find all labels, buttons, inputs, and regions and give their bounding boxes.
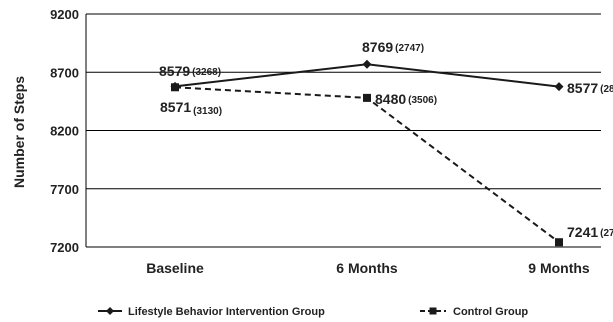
y-tick-label: 8700 [50, 65, 79, 80]
y-axis-label: Number of Steps [11, 76, 27, 188]
x-tick-labels: Baseline 6 Months 9 Months [146, 260, 590, 276]
data-label-value: 8571 [160, 99, 191, 115]
legend: Lifestyle Behavior Intervention Group Con… [98, 306, 528, 318]
y-tick-labels: 9200 8700 8200 7700 7200 [50, 7, 79, 255]
control-data-label: 8480 (3506) [375, 91, 437, 107]
grid-lines [86, 13, 601, 248]
data-label-sd: (2764) [600, 228, 613, 239]
y-tick-label: 9200 [50, 7, 79, 22]
series-layer [170, 59, 564, 247]
control-marker [555, 238, 563, 247]
legend-control-marker [429, 307, 437, 315]
intervention-marker [554, 82, 564, 92]
x-tick-label: 6 Months [336, 260, 398, 276]
y-tick-label: 8200 [50, 124, 79, 139]
intervention-marker [362, 59, 372, 69]
data-label-sd: (2747) [395, 43, 424, 54]
control-series-line [174, 86, 560, 244]
data-label-value: 8577 [567, 80, 598, 96]
intervention-data-label: 8579 (3268) [159, 63, 221, 79]
data-label-sd: (2872) [600, 84, 613, 95]
y-tick-label: 7700 [50, 182, 79, 197]
data-label-value: 8769 [362, 39, 393, 55]
intervention-data-label: 8769 (2747) [362, 39, 424, 55]
y-tick-label: 7200 [50, 240, 79, 255]
control-marker [363, 93, 371, 102]
legend-control-label: Control Group [453, 306, 528, 318]
legend-intervention-label: Lifestyle Behavior Intervention Group [128, 306, 325, 318]
control-data-label: 8571 (3130) [160, 99, 222, 117]
intervention-marker [170, 81, 180, 91]
x-tick-label: 9 Months [528, 260, 590, 276]
control-data-label: 7241(2764) [567, 224, 613, 240]
data-label-value: 7241 [567, 224, 598, 240]
data-label-sd: (3506) [408, 95, 437, 106]
intervention-data-label: 8577(2872) [567, 80, 613, 96]
data-label-value: 8480 [375, 91, 406, 107]
data-label-value: 8579 [159, 63, 190, 79]
legend-intervention-marker [106, 307, 114, 315]
x-tick-label: Baseline [146, 260, 204, 276]
data-labels: 8579(3268) 8769(2747) 8577(2872) 8571(3130)… [159, 39, 613, 240]
data-label-sd: (3130) [193, 106, 222, 117]
data-label-sd: (3268) [192, 67, 221, 78]
